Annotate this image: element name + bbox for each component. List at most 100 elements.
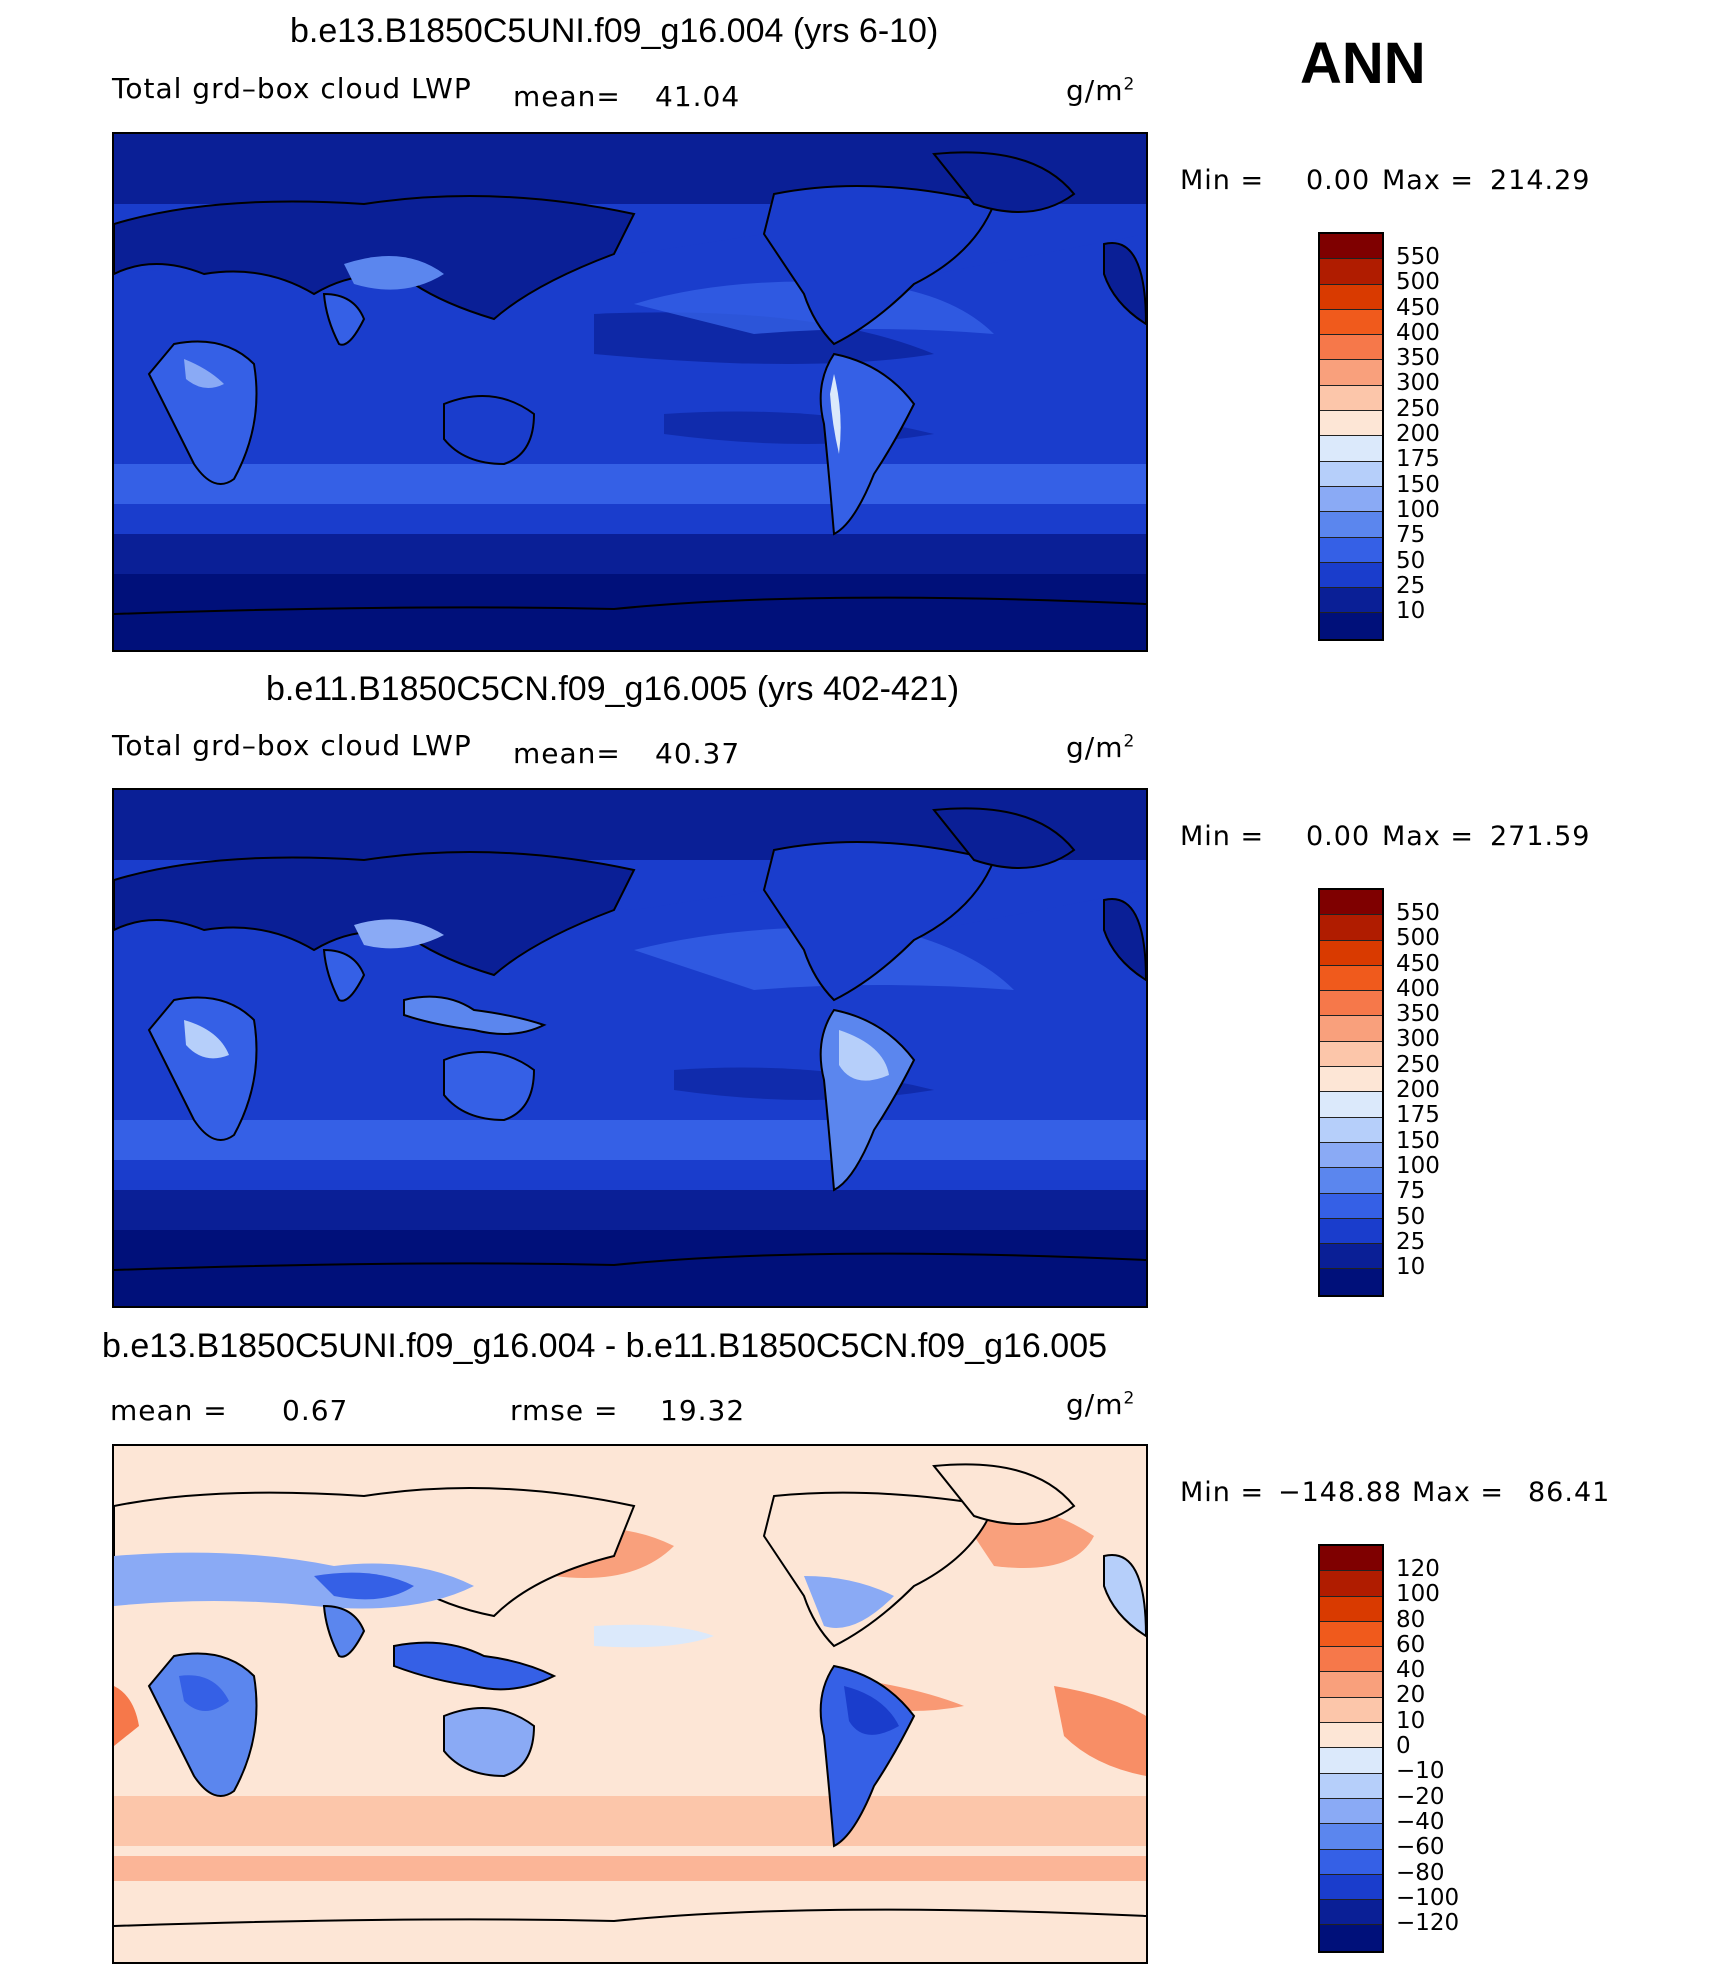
colorbar-swatch: [1320, 411, 1382, 437]
panel3-title: b.e13.B1850C5UNI.f09_g16.004 - b.e11.B18…: [102, 1327, 1108, 1365]
colorbar-swatch: [1320, 234, 1382, 260]
panel1-min-label: Min =: [1180, 165, 1265, 196]
colorbar-swatch: [1320, 436, 1382, 462]
panel1-map: [112, 132, 1148, 652]
colorbar-swatch: [1320, 1748, 1382, 1774]
colorbar-tick-label: 175: [1396, 1102, 1440, 1129]
colorbar-tick-label: 100: [1396, 1152, 1440, 1179]
colorbar-tick-label: 200: [1396, 1077, 1440, 1104]
panel1-min-value: 0.00: [1306, 165, 1371, 196]
colorbar-tick-label: 100: [1396, 1581, 1440, 1608]
colorbar-swatch: [1320, 259, 1382, 285]
colorbar-swatch: [1320, 1900, 1382, 1926]
colorbar-swatch: [1320, 461, 1382, 487]
colorbar-tick-label: −20: [1396, 1783, 1445, 1810]
colorbar-tick-label: −100: [1396, 1884, 1460, 1911]
colorbar-swatch: [1320, 1723, 1382, 1749]
colorbar-tick-label: 75: [1396, 522, 1426, 549]
colorbar-tick-label: 60: [1396, 1631, 1426, 1658]
colorbar-swatch: [1320, 309, 1382, 336]
colorbar-tick-label: 75: [1396, 1178, 1426, 1205]
colorbar-tick-label: −60: [1396, 1834, 1445, 1861]
panel2-title: b.e11.B1850C5CN.f09_g16.005 (yrs 402-421…: [266, 670, 960, 708]
colorbar-swatch: [1320, 965, 1382, 992]
colorbar-tick-label: 150: [1396, 1127, 1440, 1154]
colorbar-tick-label: −80: [1396, 1859, 1445, 1886]
panel2-max-value: 271.59: [1490, 821, 1591, 852]
colorbar-swatch: [1320, 360, 1382, 386]
season-label: ANN: [1300, 31, 1426, 96]
colorbar-swatch: [1320, 1621, 1382, 1648]
colorbar-swatch: [1320, 486, 1382, 513]
colorbar-swatch: [1320, 1596, 1382, 1622]
panel1-max-label: Max =: [1382, 165, 1475, 196]
colorbar-swatch: [1320, 284, 1382, 310]
colorbar-swatch: [1320, 537, 1382, 563]
colorbar-swatch: [1320, 562, 1382, 589]
colorbar-tick-label: 300: [1396, 1026, 1440, 1053]
colorbar-tick-label: 400: [1396, 319, 1440, 346]
panel2-map: [112, 788, 1148, 1308]
colorbar-swatch: [1320, 1672, 1382, 1698]
colorbar-tick-label: 400: [1396, 975, 1440, 1002]
colorbar-swatch: [1320, 1193, 1382, 1219]
colorbar-tick-label: 550: [1396, 900, 1440, 926]
colorbar-swatch: [1320, 335, 1382, 361]
colorbar-tick-label: 150: [1396, 471, 1440, 498]
panel1-colorbar-labels: 550 500 450 400 350 300 250 200 175 150 100 75 50 25 1…: [1396, 244, 1440, 624]
colorbar-tick-label: 300: [1396, 370, 1440, 397]
panel2-colorbar-labels: 550 500 450 400 350 300 250 200 175 150 100 75 50 25 1…: [1396, 900, 1440, 1281]
colorbar-swatch: [1320, 613, 1382, 639]
panel1-mean-value: 41.04: [655, 80, 741, 113]
panel3-map-svg: [114, 1446, 1146, 1962]
colorbar-swatch: [1320, 1773, 1382, 1799]
colorbar-tick-label: 80: [1396, 1606, 1426, 1633]
colorbar-swatch: [1320, 1546, 1382, 1572]
colorbar-tick-label: 200: [1396, 421, 1440, 448]
colorbar-tick-label: 50: [1396, 547, 1426, 574]
colorbar-swatch: [1320, 385, 1382, 412]
panel1-map-svg: [114, 134, 1146, 650]
colorbar-swatch: [1320, 1925, 1382, 1951]
panel2-colorbar: [1318, 888, 1384, 1297]
colorbar-swatch: [1320, 1571, 1382, 1597]
colorbar-swatch: [1320, 1697, 1382, 1724]
colorbar-swatch: [1320, 1874, 1382, 1901]
colorbar-swatch: [1320, 1269, 1382, 1295]
colorbar-swatch: [1320, 588, 1382, 614]
colorbar-tick-label: 0: [1396, 1733, 1411, 1760]
colorbar-tick-label: 500: [1396, 925, 1440, 952]
colorbar-tick-label: 40: [1396, 1657, 1426, 1684]
colorbar-swatch: [1320, 1117, 1382, 1143]
colorbar-swatch: [1320, 1798, 1382, 1825]
panel1-units: g/m2: [1066, 74, 1136, 107]
colorbar-tick-label: 450: [1396, 294, 1440, 321]
colorbar-swatch: [1320, 1092, 1382, 1118]
colorbar-swatch: [1320, 915, 1382, 941]
colorbar-tick-label: 10: [1396, 1254, 1426, 1281]
colorbar-swatch: [1320, 1218, 1382, 1245]
colorbar-swatch: [1320, 1244, 1382, 1270]
colorbar-swatch: [1320, 1824, 1382, 1850]
colorbar-tick-label: 25: [1396, 1228, 1426, 1255]
colorbar-tick-label: −10: [1396, 1758, 1445, 1785]
colorbar-swatch: [1320, 1849, 1382, 1875]
colorbar-swatch: [1320, 991, 1382, 1017]
colorbar-tick-label: 450: [1396, 950, 1440, 977]
panel1-mean-label: mean=: [513, 80, 621, 113]
colorbar-swatch: [1320, 1168, 1382, 1194]
colorbar-tick-label: −40: [1396, 1808, 1445, 1835]
panel1-colorbar: [1318, 232, 1384, 641]
colorbar-tick-label: 350: [1396, 1001, 1440, 1028]
panel2-map-svg: [114, 790, 1146, 1306]
colorbar-swatch: [1320, 512, 1382, 538]
colorbar-tick-label: 100: [1396, 496, 1440, 523]
panel1-max-value: 214.29: [1490, 165, 1591, 196]
panel2-min-value: 0.00: [1306, 821, 1371, 852]
panel3-min-label: Min =: [1180, 1477, 1265, 1508]
colorbar-swatch: [1320, 1016, 1382, 1042]
colorbar-tick-label: 250: [1396, 1051, 1440, 1078]
colorbar-swatch: [1320, 1041, 1382, 1068]
colorbar-tick-label: 120: [1396, 1556, 1440, 1582]
panel3-max-value: 86.41: [1528, 1477, 1611, 1508]
